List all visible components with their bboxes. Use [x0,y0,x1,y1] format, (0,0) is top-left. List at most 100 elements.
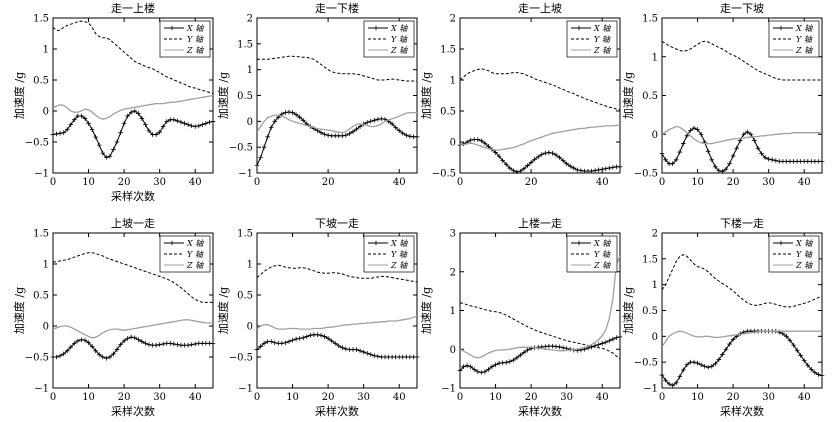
x-tick-label: 20 [727,177,740,188]
data-point-marker [192,124,198,129]
x-tick-label: 30 [762,177,775,188]
x-axis-label: 采样次数 [111,189,155,203]
x-tick-label: 30 [560,392,573,403]
y-tick-label: −0.5 [634,358,658,369]
data-point-marker [343,132,349,138]
data-point-marker [171,341,177,347]
legend: X 轴 Y 轴 Z 轴 [566,20,618,58]
data-point-marker [61,351,66,357]
x-axis-label: 采样次数 [518,404,562,418]
x-tick-label: 20 [727,392,740,403]
data-point-marker [164,119,170,124]
data-point-marker [539,152,545,157]
data-point-marker [322,334,327,339]
x-tick-label: 40 [798,177,811,188]
legend-label: Z 轴 [795,261,813,270]
legend-marker [169,240,175,246]
data-point-marker [720,169,725,174]
legend-box [159,235,211,273]
data-point-marker [486,367,491,372]
series-line-z [460,256,620,359]
legend-box [768,20,820,58]
data-point-marker [716,357,722,362]
subplot-title: 上楼一走 [518,216,562,230]
data-point-marker [72,341,77,346]
data-point-marker [368,119,374,124]
data-point-marker [389,121,395,127]
data-point-marker [511,168,516,173]
data-point-marker [283,340,288,346]
data-point-marker [784,334,789,339]
data-point-marker [375,354,381,359]
data-point-marker [393,125,398,130]
data-point-marker [720,352,725,357]
legend-marker [778,25,784,31]
x-tick-label: 40 [189,392,202,403]
x-tick-label: 30 [153,392,166,403]
data-point-marker [171,117,177,122]
y-tick-label: 0.5 [440,107,456,118]
y-axis-label: 加速度 /g [621,72,635,119]
data-point-marker [293,336,299,342]
y-tick-label: 2 [652,229,658,240]
data-point-marker [496,153,502,159]
data-point-marker [691,359,697,365]
data-point-marker [372,353,377,359]
legend-label: X 轴 [390,24,408,33]
data-point-marker [560,158,566,163]
legend-box [566,20,618,58]
series-line-z [662,125,822,145]
data-point-marker [812,370,818,375]
legend-label: X 轴 [186,239,204,248]
legend-label: Y 轴 [187,250,204,259]
data-point-marker [610,336,616,342]
data-point-marker [525,163,530,168]
x-tick-label: 10 [286,392,299,403]
data-point-marker [673,380,679,386]
data-point-marker [773,158,779,163]
data-point-marker [500,158,505,163]
data-point-marker [146,342,152,347]
data-point-marker [318,130,324,135]
legend-label: Y 轴 [796,35,813,44]
data-point-marker [468,364,473,369]
x-tick-label: 40 [798,392,811,403]
data-point-marker [596,167,601,173]
data-point-marker [819,373,825,378]
data-point-marker [503,360,509,365]
data-point-marker [364,350,370,356]
data-point-marker [819,159,825,164]
data-point-marker [479,138,484,144]
data-point-marker [575,167,580,173]
legend-label: Z 轴 [186,261,204,270]
y-axis-label: 加速度 /g [419,72,433,119]
y-tick-label: −0.5 [432,169,456,180]
data-point-marker [332,341,338,346]
data-point-marker [290,337,295,343]
data-point-marker [64,348,70,354]
legend-label: X 轴 [390,239,408,248]
data-point-marker [482,140,488,146]
x-tick-label: 0 [254,177,260,188]
data-point-marker [727,161,732,166]
data-point-marker [68,344,74,350]
data-point-marker [528,160,534,165]
subplot-1: 走一上楼 −1 −0.5 0 0.5 1 1.5 0 10 20 30 40 采样次数 加速度 /g X 轴… [12,1,216,203]
data-point-marker [666,381,672,387]
data-point-marker [599,166,605,172]
data-point-marker [681,141,686,146]
y-tick-label: 1 [43,45,49,56]
legend: X 轴 Y 轴 Z 轴 [768,235,820,273]
y-axis-label: 加速度 /g [12,287,26,334]
data-point-marker [801,358,807,363]
legend-label: X 轴 [186,24,204,33]
data-point-marker [297,336,302,341]
data-point-marker [157,129,162,135]
data-point-marker [93,134,98,140]
data-point-marker [475,369,481,375]
data-point-marker [603,339,609,345]
data-point-marker [709,157,715,163]
data-point-marker [136,337,141,342]
